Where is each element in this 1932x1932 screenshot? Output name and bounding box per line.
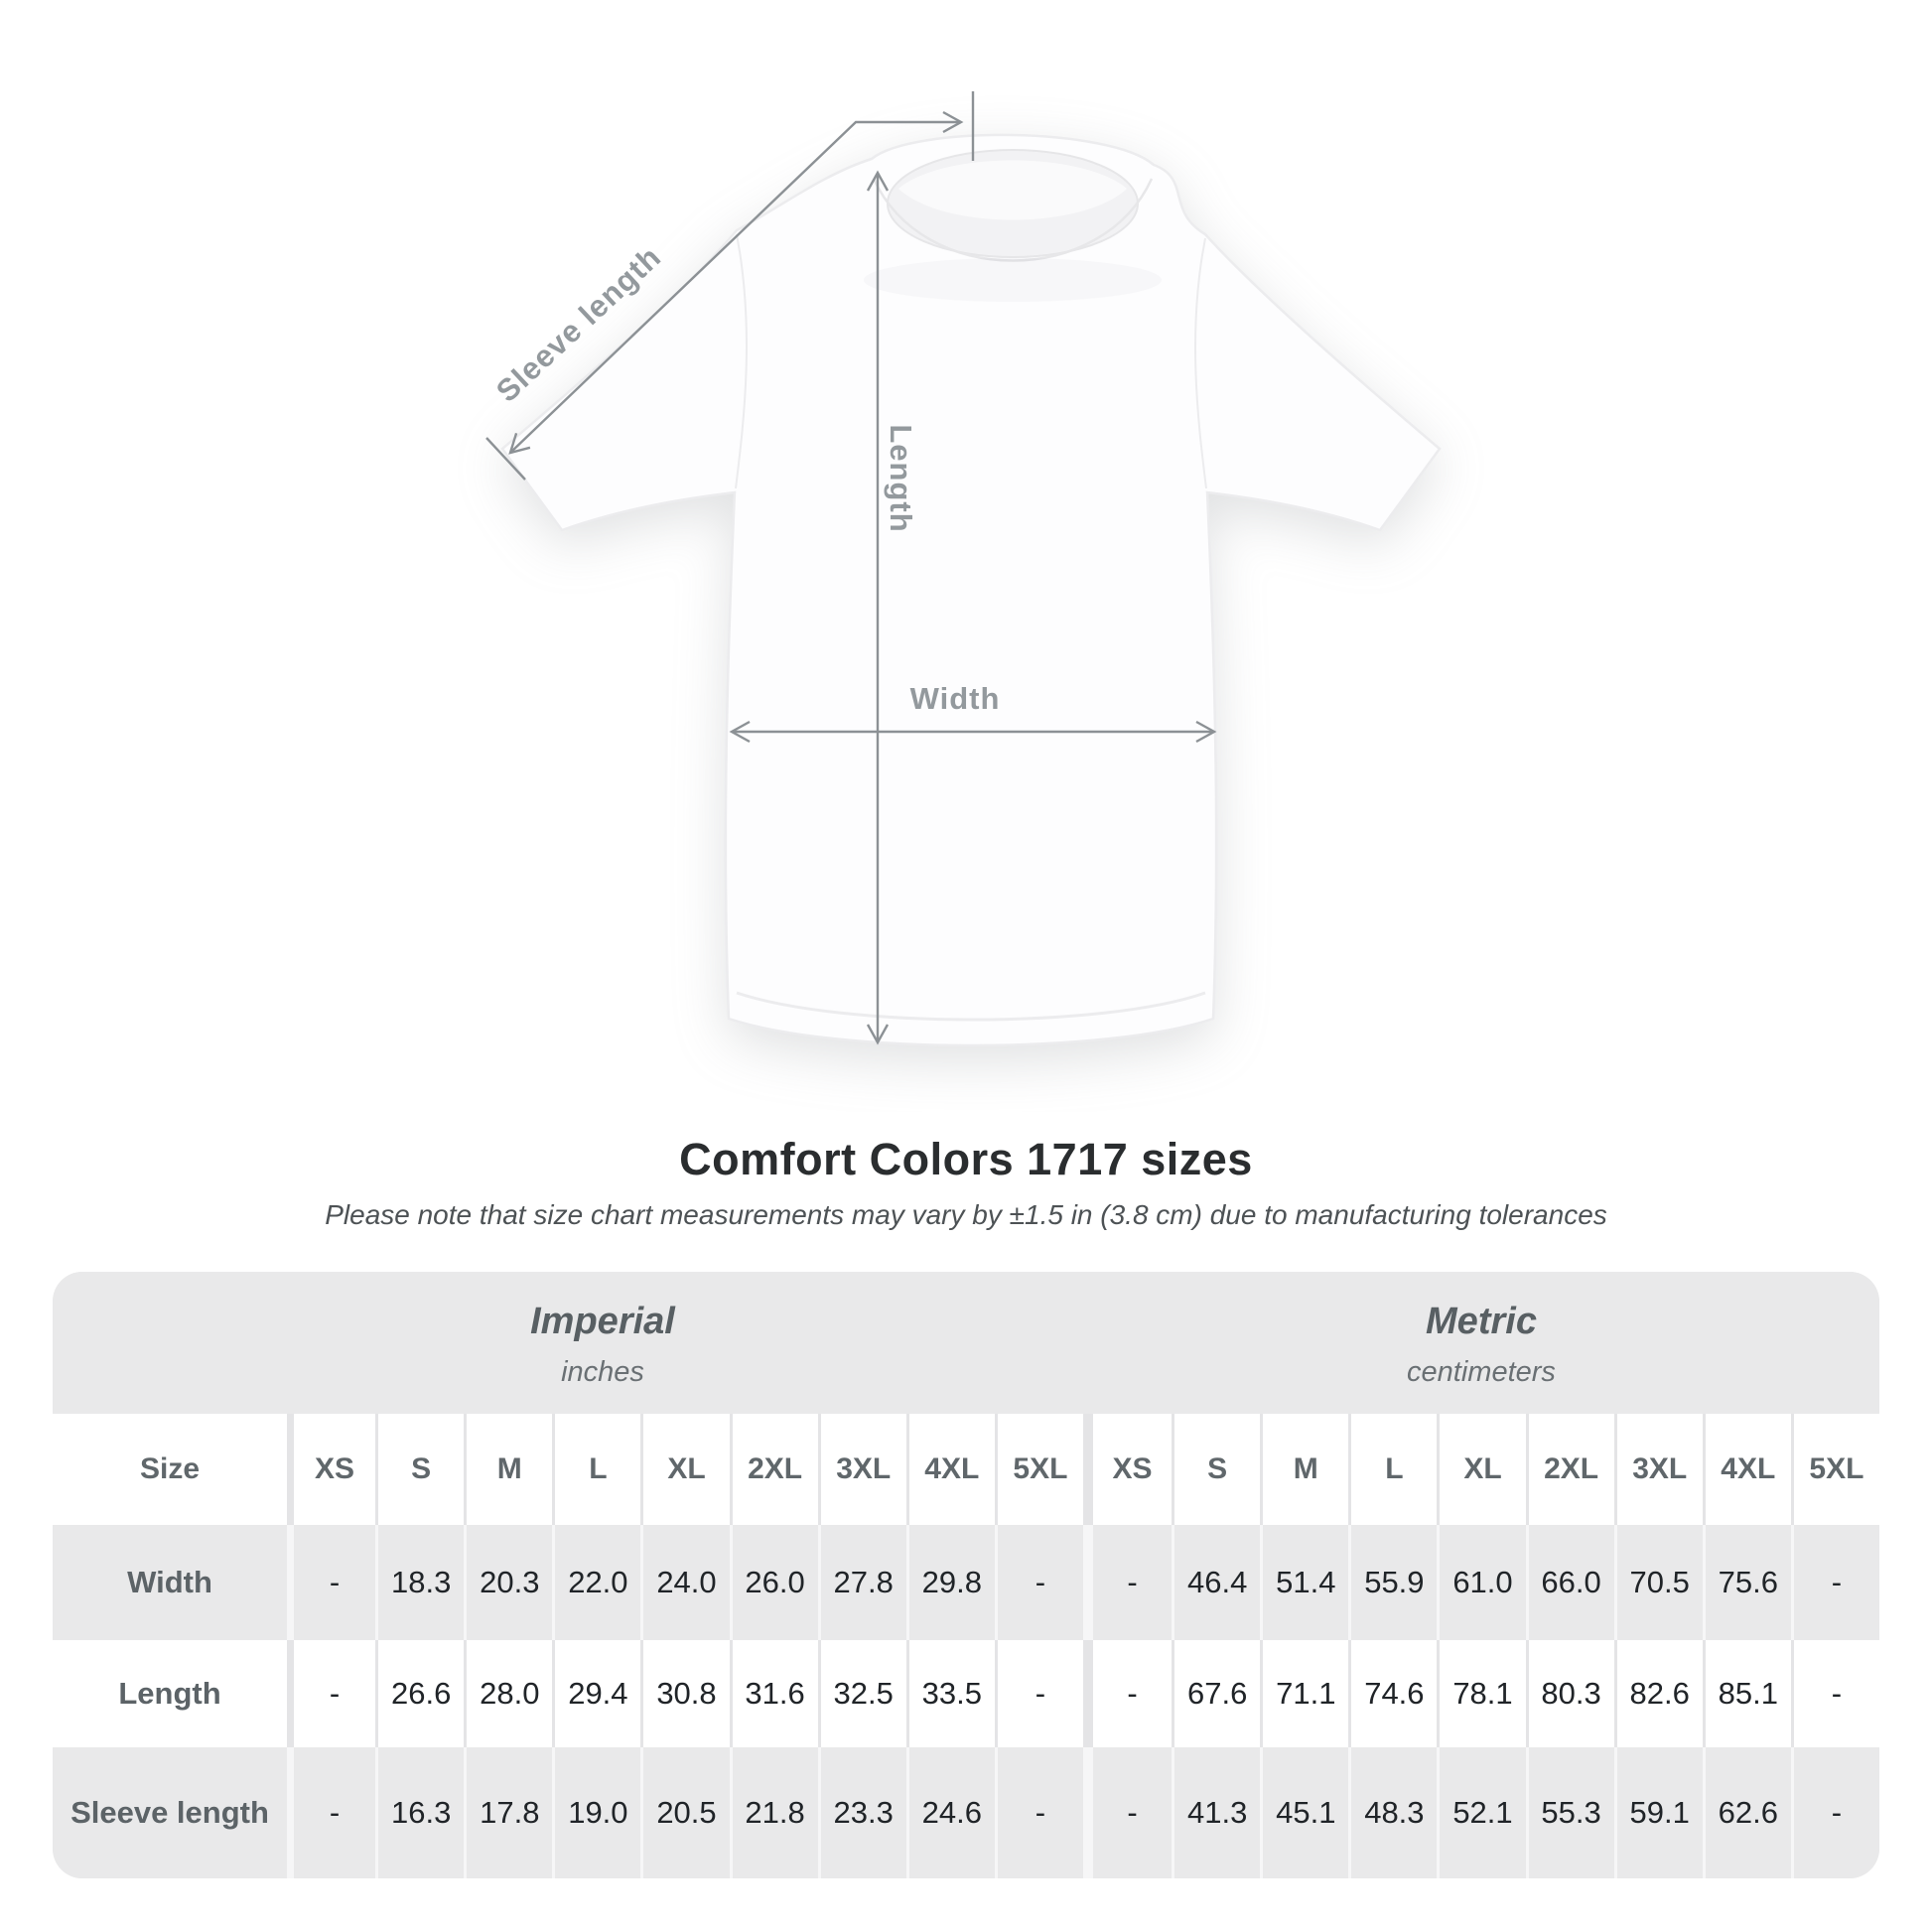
value-cell: 24.0 xyxy=(640,1525,729,1640)
value-cell: - xyxy=(287,1640,375,1747)
value-cell: 32.5 xyxy=(817,1640,906,1747)
value-cell: 23.3 xyxy=(817,1747,906,1878)
unit-group-header-row: Imperial inches Metric centimeters xyxy=(53,1272,1879,1414)
value-cell: 31.6 xyxy=(729,1640,818,1747)
value-cell: 71.1 xyxy=(1260,1640,1348,1747)
value-cell: 78.1 xyxy=(1437,1640,1525,1747)
sleeve-cuff-tick xyxy=(485,437,526,481)
size-cell: XL xyxy=(640,1414,729,1525)
row-label: Sleeve length xyxy=(70,1795,269,1830)
value-cell: 45.1 xyxy=(1260,1747,1348,1878)
size-cell: 2XL xyxy=(729,1414,818,1525)
size-cell: M xyxy=(1260,1414,1348,1525)
width-label: Width xyxy=(910,681,1001,716)
row-label: Length xyxy=(118,1676,221,1711)
size-cell: L xyxy=(552,1414,640,1525)
value-cell: - xyxy=(994,1640,1083,1747)
value-cell: 41.3 xyxy=(1172,1747,1260,1878)
value-cell: 51.4 xyxy=(1260,1525,1348,1640)
value-cell: 61.0 xyxy=(1437,1525,1525,1640)
value-cell: 22.0 xyxy=(552,1525,640,1640)
value-cell: 55.9 xyxy=(1348,1525,1437,1640)
row-label: Width xyxy=(127,1565,212,1599)
value-cell: - xyxy=(1790,1747,1879,1878)
size-cell: 4XL xyxy=(905,1414,995,1525)
size-cell: L xyxy=(1348,1414,1437,1525)
value-cell: 82.6 xyxy=(1613,1640,1703,1747)
value-cell: 66.0 xyxy=(1525,1525,1614,1640)
value-cell: 74.6 xyxy=(1348,1640,1437,1747)
value-cell: 16.3 xyxy=(375,1747,464,1878)
value-cell: 19.0 xyxy=(552,1747,640,1878)
length-label: Length xyxy=(884,424,918,532)
value-cell: 21.8 xyxy=(729,1747,818,1878)
value-cell: 26.0 xyxy=(729,1525,818,1640)
size-cell: XS xyxy=(287,1414,375,1525)
value-cell: 55.3 xyxy=(1525,1747,1614,1878)
tshirt-measurement-diagram: Sleeve length Length Width xyxy=(485,91,1442,1047)
value-cell: 62.6 xyxy=(1702,1747,1791,1878)
size-cell: XL xyxy=(1437,1414,1525,1525)
size-cell: M xyxy=(464,1414,552,1525)
size-cell: 3XL xyxy=(817,1414,906,1525)
imperial-label: Imperial xyxy=(530,1301,675,1342)
value-cell: - xyxy=(1083,1525,1172,1640)
value-cell: 17.8 xyxy=(464,1747,552,1878)
tshirt-diagram-svg: Sleeve length Length Width xyxy=(485,91,1442,1047)
value-cell: - xyxy=(287,1747,375,1878)
value-cell: - xyxy=(1790,1525,1879,1640)
size-header-row: Size XS S M L XL 2XL 3XL 4XL 5XL XS S M … xyxy=(53,1414,1879,1525)
value-cell: 80.3 xyxy=(1525,1640,1614,1747)
tolerance-note: Please note that size chart measurements… xyxy=(325,1199,1607,1230)
value-cell: - xyxy=(1083,1640,1172,1747)
value-cell: 26.6 xyxy=(375,1640,464,1747)
value-cell: 59.1 xyxy=(1613,1747,1703,1878)
size-cell: S xyxy=(1172,1414,1260,1525)
size-column-header: Size xyxy=(139,1452,201,1485)
size-cell: 5XL xyxy=(994,1414,1083,1525)
sleeve-length-dimension-line xyxy=(508,110,964,455)
imperial-unit: inches xyxy=(561,1356,644,1388)
value-cell: 48.3 xyxy=(1348,1747,1437,1878)
value-cell: 24.6 xyxy=(905,1747,995,1878)
page-title: Comfort Colors 1717 sizes xyxy=(679,1134,1253,1184)
value-cell: - xyxy=(287,1525,375,1640)
value-cell: 70.5 xyxy=(1613,1525,1703,1640)
metric-label: Metric xyxy=(1426,1301,1537,1342)
value-cell: - xyxy=(1083,1747,1172,1878)
imperial-group-header: Imperial inches xyxy=(53,1272,1083,1414)
value-cell: 46.4 xyxy=(1172,1525,1260,1640)
value-cell: 29.4 xyxy=(552,1640,640,1747)
value-cell: 52.1 xyxy=(1437,1747,1525,1878)
size-cell: 2XL xyxy=(1525,1414,1614,1525)
value-cell: 28.0 xyxy=(464,1640,552,1747)
value-cell: - xyxy=(1790,1640,1879,1747)
size-cell: 4XL xyxy=(1702,1414,1791,1525)
value-cell: 75.6 xyxy=(1702,1525,1791,1640)
value-cell: 27.8 xyxy=(817,1525,906,1640)
size-cell: XS xyxy=(1083,1414,1172,1525)
value-cell: 30.8 xyxy=(640,1640,729,1747)
value-cell: 85.1 xyxy=(1702,1640,1791,1747)
metric-group-header: Metric centimeters xyxy=(1083,1272,1879,1414)
value-cell: - xyxy=(994,1525,1083,1640)
table-row-length: Length - 26.6 28.0 29.4 30.8 31.6 32.5 3… xyxy=(53,1640,1879,1747)
size-table: Imperial inches Metric centimeters Size … xyxy=(53,1272,1879,1878)
metric-unit: centimeters xyxy=(1407,1356,1556,1388)
value-cell: 33.5 xyxy=(905,1640,995,1747)
size-cell: 5XL xyxy=(1790,1414,1879,1525)
value-cell: - xyxy=(994,1747,1083,1878)
value-cell: 29.8 xyxy=(905,1525,995,1640)
table-row-sleeve-length: Sleeve length - 16.3 17.8 19.0 20.5 21.8… xyxy=(53,1747,1879,1878)
table-row-width: Width - 18.3 20.3 22.0 24.0 26.0 27.8 29… xyxy=(53,1525,1879,1640)
value-cell: 20.3 xyxy=(464,1525,552,1640)
value-cell: 67.6 xyxy=(1172,1640,1260,1747)
value-cell: 20.5 xyxy=(640,1747,729,1878)
size-cell: S xyxy=(375,1414,464,1525)
value-cell: 18.3 xyxy=(375,1525,464,1640)
size-cell: 3XL xyxy=(1613,1414,1703,1525)
